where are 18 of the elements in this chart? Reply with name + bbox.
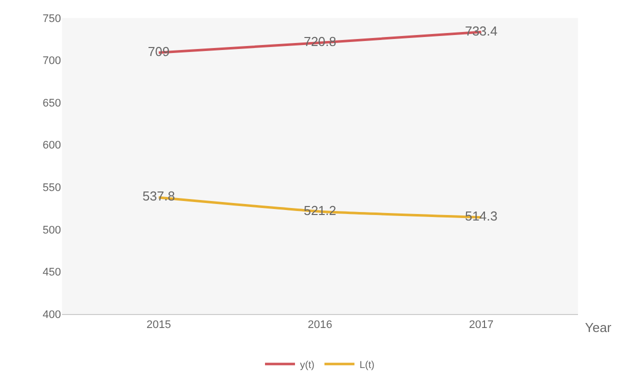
legend-label: y(t) [300, 360, 314, 371]
x-tick-label: 2016 [308, 319, 332, 332]
y-tick-label: 500 [42, 224, 61, 236]
y-tick-label: 600 [42, 140, 61, 152]
y-tick-label: 750 [42, 12, 61, 25]
y-tick-label: 400 [42, 308, 61, 321]
data-label: 537.8 [142, 188, 176, 204]
y-tick-label: 450 [42, 266, 61, 279]
data-label: 709 [148, 44, 170, 59]
data-label: 514.3 [464, 208, 498, 224]
legend-label: L(t) [359, 360, 374, 371]
x-axis-title: Year [585, 320, 612, 335]
x-tick-label: 2015 [146, 319, 171, 332]
y-tick-label: 700 [42, 55, 61, 68]
y-tick-label: 550 [42, 182, 61, 194]
x-tick-label: 2017 [469, 319, 494, 332]
data-label: 733.4 [464, 23, 498, 38]
y-tick-label: 650 [42, 97, 61, 110]
